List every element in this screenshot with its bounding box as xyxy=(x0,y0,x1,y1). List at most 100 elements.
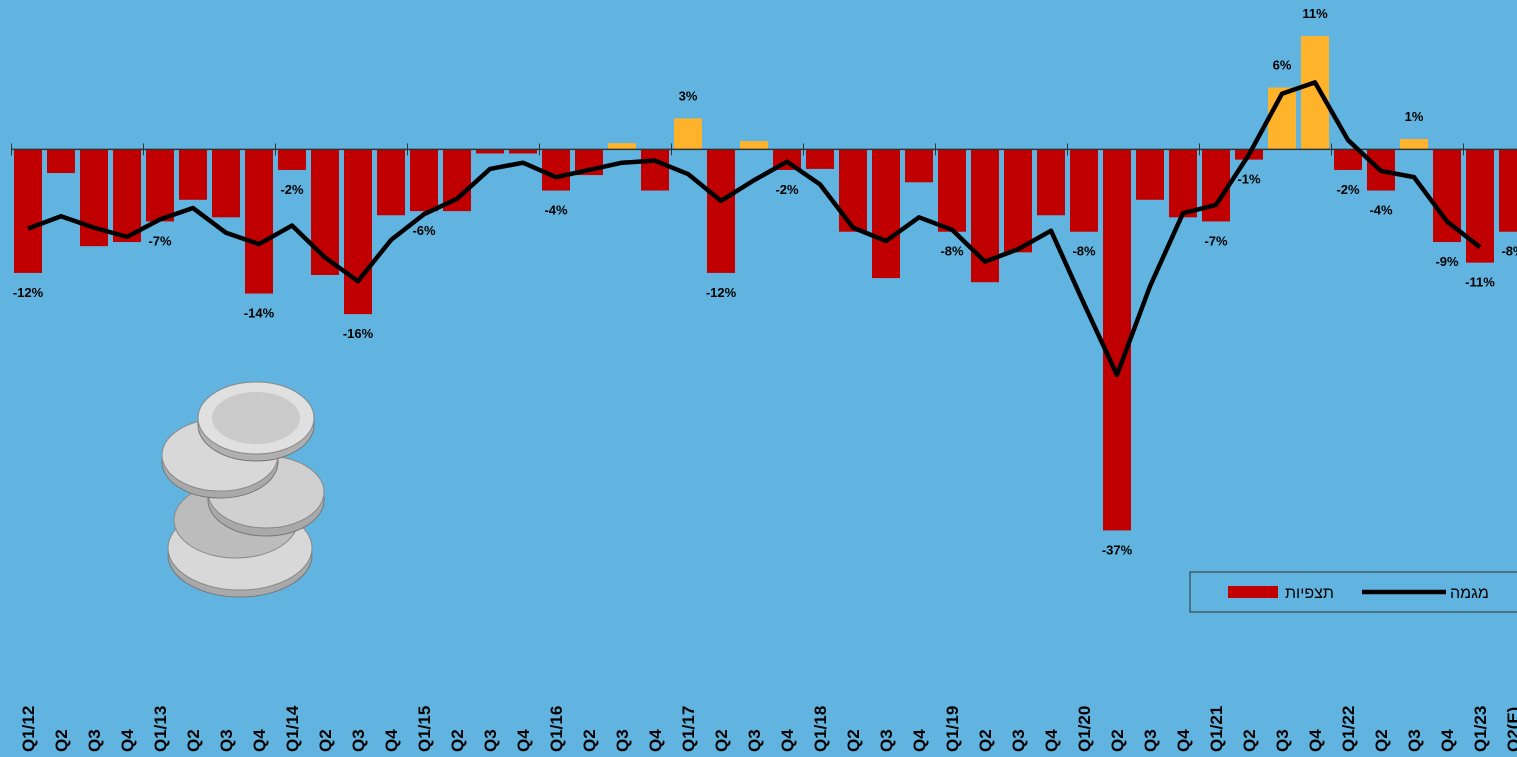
data-label: -7% xyxy=(1204,233,1228,248)
x-tick-label: Q1/20 xyxy=(1075,706,1094,752)
x-tick-label: Q3 xyxy=(613,729,632,752)
x-tick-label: Q1/22 xyxy=(1339,706,1358,752)
x-tick-label: Q4 xyxy=(118,729,137,752)
bar xyxy=(1301,36,1329,150)
x-tick-label: Q4 xyxy=(514,729,533,752)
data-label: -12% xyxy=(13,285,44,300)
x-tick-label: Q4 xyxy=(382,729,401,752)
x-tick-label: Q4 xyxy=(778,729,797,752)
data-label: -2% xyxy=(1336,182,1360,197)
bar xyxy=(212,149,240,218)
bar xyxy=(344,149,372,315)
bar xyxy=(278,149,306,170)
x-tick-label: Q2(E) xyxy=(1504,707,1517,752)
x-tick-label: Q3 xyxy=(877,729,896,752)
bar xyxy=(179,149,207,200)
x-tick-label: Q2 xyxy=(1240,729,1259,752)
x-tick-label: Q2 xyxy=(580,729,599,752)
bar xyxy=(740,141,768,150)
bar xyxy=(410,149,438,212)
bar xyxy=(1466,149,1494,263)
x-tick-label: Q2 xyxy=(316,729,335,752)
bar xyxy=(542,149,570,191)
bar xyxy=(1499,149,1517,232)
bar xyxy=(146,149,174,222)
data-label: 3% xyxy=(679,88,698,103)
data-label: -2% xyxy=(775,182,799,197)
bar xyxy=(806,149,834,169)
x-tick-label: Q3 xyxy=(1141,729,1160,752)
bar xyxy=(872,149,900,279)
x-tick-label: Q4 xyxy=(910,729,929,752)
data-label: -7% xyxy=(148,233,172,248)
x-tick-label: Q1/13 xyxy=(151,706,170,752)
x-tick-label: Q1/14 xyxy=(283,705,302,752)
data-label: -37% xyxy=(1102,542,1133,557)
legend-swatch xyxy=(1228,586,1278,598)
x-tick-label: Q1/15 xyxy=(415,706,434,752)
bar xyxy=(1136,149,1164,200)
legend: תצפיות מגמה xyxy=(1189,571,1517,613)
x-tick-label: Q1/23 xyxy=(1471,706,1490,752)
x-tick-label: Q4 xyxy=(250,729,269,752)
bar xyxy=(377,149,405,216)
data-label: -14% xyxy=(244,306,275,321)
trend-line xyxy=(27,80,1482,378)
x-tick-label: Q1/19 xyxy=(943,706,962,752)
bar xyxy=(1037,149,1065,216)
bar xyxy=(245,149,273,294)
bar xyxy=(641,149,669,191)
bar xyxy=(1202,149,1230,222)
data-label: -8% xyxy=(940,244,964,259)
coins xyxy=(161,381,325,598)
x-tick-label: Q3 xyxy=(349,729,368,752)
x-tick-label: Q2 xyxy=(712,729,731,752)
data-label: -8% xyxy=(1501,244,1517,259)
data-label: -1% xyxy=(1237,172,1261,187)
bar xyxy=(1169,149,1197,218)
x-tick-label: Q2 xyxy=(844,729,863,752)
bar xyxy=(905,149,933,183)
bar xyxy=(113,149,141,243)
x-tick-label: Q3 xyxy=(1009,729,1028,752)
legend-label: תצפיות xyxy=(1285,585,1334,602)
x-tick-label: Q2 xyxy=(52,729,71,752)
x-tick-label: Q1/21 xyxy=(1207,706,1226,752)
x-tick-label: Q4 xyxy=(1306,729,1325,752)
bar xyxy=(608,143,636,150)
bar xyxy=(311,149,339,275)
bar xyxy=(1334,149,1362,170)
data-label: -6% xyxy=(412,223,436,238)
x-tick-label: Q4 xyxy=(1174,729,1193,752)
data-label: -11% xyxy=(1465,275,1495,290)
bar xyxy=(839,149,867,232)
data-label: 6% xyxy=(1273,58,1292,73)
data-label: -2% xyxy=(280,182,304,197)
data-label: -12% xyxy=(706,285,737,300)
x-tick-label: Q3 xyxy=(85,729,104,752)
bar xyxy=(14,149,42,273)
data-label: -4% xyxy=(1369,203,1393,218)
x-tick-label: Q3 xyxy=(745,729,764,752)
x-tick-label: Q3 xyxy=(217,729,236,752)
bar xyxy=(1004,149,1032,253)
x-tick-label: Q3 xyxy=(481,729,500,752)
x-tick-label: Q1/16 xyxy=(547,706,566,752)
x-tick-label: Q4 xyxy=(1438,729,1457,752)
x-tick-label: Q2 xyxy=(1372,729,1391,752)
bar xyxy=(1070,149,1098,232)
bar xyxy=(476,149,504,154)
data-label: -16% xyxy=(343,326,374,341)
x-tick-label: Q4 xyxy=(646,729,665,752)
data-label: 1% xyxy=(1405,109,1424,124)
bar xyxy=(674,118,702,150)
data-label: -8% xyxy=(1072,244,1096,259)
x-tick-label: Q2 xyxy=(976,729,995,752)
bar xyxy=(509,149,537,154)
x-tick-label: Q1/18 xyxy=(811,706,830,752)
x-tick-label: Q1/17 xyxy=(679,706,698,752)
x-tick-label: Q2 xyxy=(184,729,203,752)
bar xyxy=(1103,149,1131,531)
